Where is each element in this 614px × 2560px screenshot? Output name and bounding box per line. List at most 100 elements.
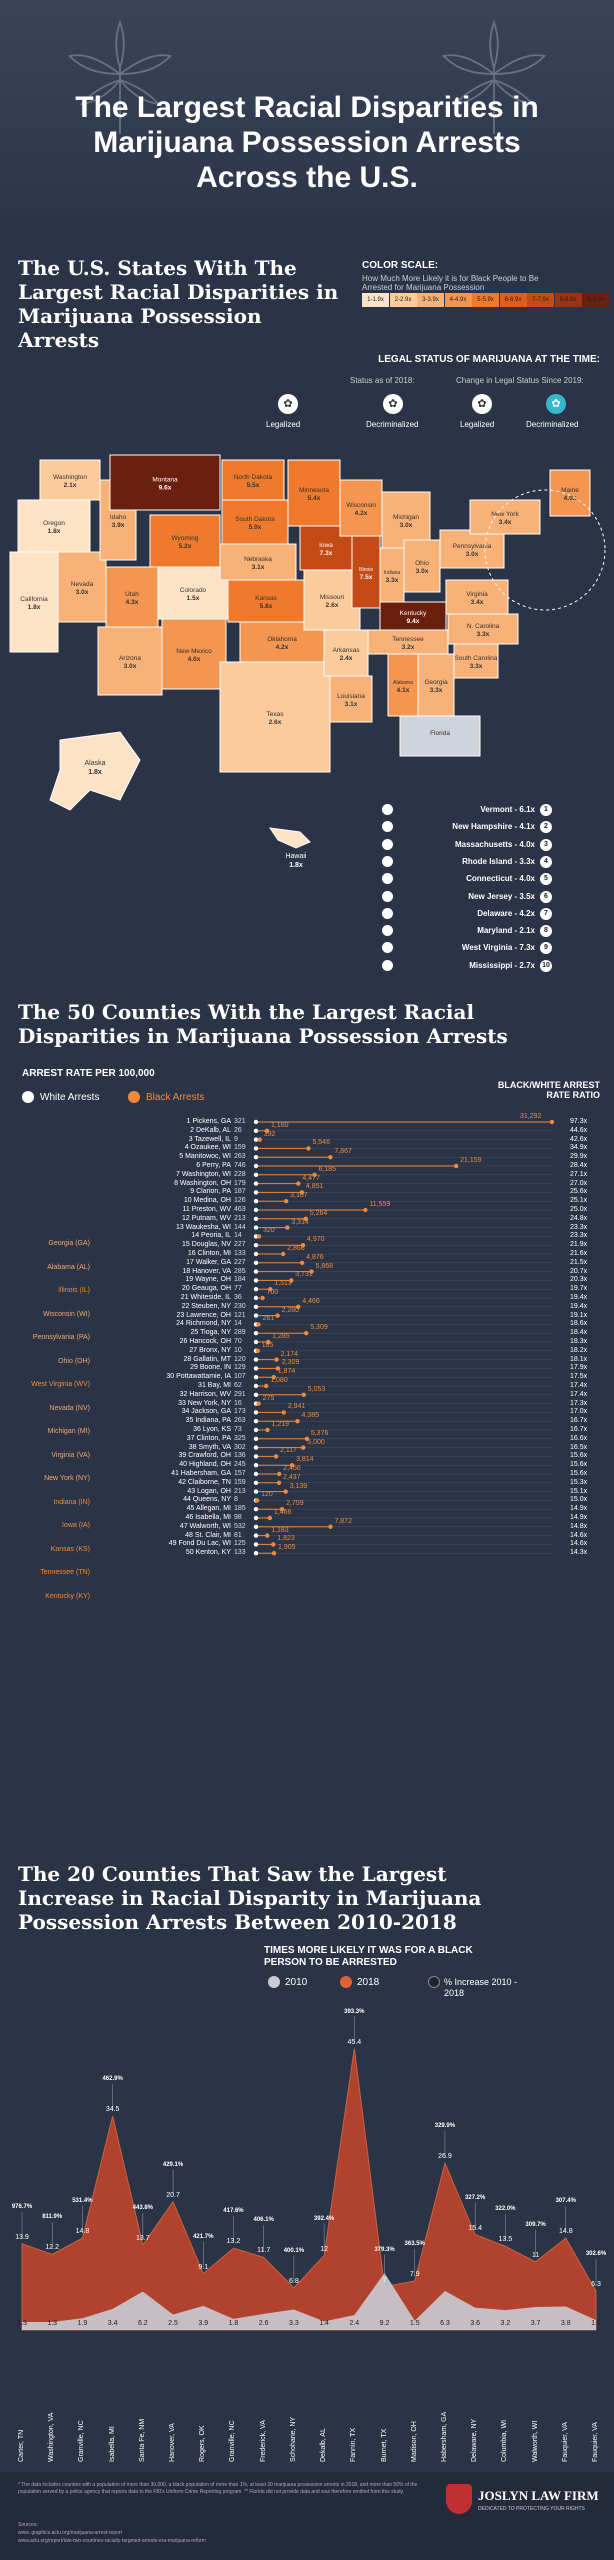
county-axis-label: Granville, NC [78,2420,86,2462]
county-name: 38 Smyth, VA [188,1443,231,1451]
pct-increase-label: 363.5% [404,2241,425,2248]
white-rate-value: 173 [234,1408,246,1416]
black-rate-value: 4,876 [306,1253,324,1261]
white-arrest-dot [253,1410,259,1415]
state-group-label: Illinois (IL) [58,1287,90,1294]
state-value: 7.3x [320,550,333,557]
white-arrest-dot [253,1216,259,1221]
county-name: 47 Walworth, WI [179,1522,231,1530]
black-arrest-dot [256,1234,262,1239]
value-2010-label: 1.9 [77,2320,88,2327]
ne-state-number: 7 [540,907,552,920]
black-rate-value: 2,759 [286,1500,304,1508]
white-arrest-dot [253,1313,259,1318]
black-arrest-dot [289,1463,295,1468]
black-rate-value: 2,280 [281,1306,300,1314]
white-arrest-dot [253,1128,259,1133]
ne-state-number: 4 [540,855,552,868]
ratio-value: 16.7x [570,1426,588,1433]
black-arrest-dot [254,1498,260,1503]
county-chart-svg [253,1119,555,1556]
ratio-value: 18.4x [570,1329,588,1337]
state-group-label: New York (NY) [44,1475,90,1482]
scale-bin: 4-4.9x [444,293,472,307]
county-name: 3 Tazewell, IL [188,1135,231,1143]
county-name: 24 Richmond, NY [176,1320,231,1328]
county-name: 6 Perry, PA [196,1162,231,1169]
ratio-value: 42.6x [570,1135,588,1143]
black-rate-value: 5,868 [315,1262,334,1270]
ratio-value: 34.9x [570,1144,588,1152]
value-2018-label: 11 [531,2251,540,2259]
county-name: 48 St. Clair, MI [185,1531,231,1539]
black-rate-value: 2,868 [287,1245,305,1252]
pct-increase-label: 443.8% [132,2205,153,2212]
ratio-value: 25.0x [570,1206,588,1213]
county-axis-label: Schoharie, NY [289,2416,297,2462]
black-arrest-dot [274,1357,279,1362]
white-rate-value: 133 [234,1250,246,1257]
white-rate-value: 263 [234,1417,246,1425]
black-rate-value: 2,456 [283,1465,301,1472]
white-rate-value: 73 [234,1426,242,1433]
value-2018-label: 14.8 [75,2228,90,2236]
ratio-value: 21.6x [570,1250,588,1257]
white-arrest-dot [253,1146,259,1151]
white-arrest-dot [253,1366,259,1371]
state-value: 2.1x [64,482,77,489]
black-legend-swatch [128,1091,140,1103]
pct-increase-label: 462.9% [102,2076,123,2083]
white-arrest-dot [253,1383,259,1389]
value-2010-label: 3.2 [500,2320,511,2327]
white-arrest-dot [253,1190,259,1195]
black-rate-value: 2,117 [280,1447,298,1455]
state-label: South Carolina [455,655,498,662]
white-arrest-dot [253,1445,259,1450]
black-arrest-dot [271,1551,277,1556]
state-label: Illinois [359,567,373,573]
county-axis-label: Isabella, MI [108,2426,116,2462]
state-pennsylvania [439,529,505,569]
white-arrest-dot [253,1375,259,1380]
black-arrest-dot [283,1489,288,1494]
black-arrest-dot [280,1251,286,1257]
state-label: Georgia [424,679,448,686]
ne-state-icon [382,890,393,902]
state-label: Kentucky [400,610,427,617]
white-arrest-dot [253,1533,259,1538]
ne-state-label: Vermont - 6.1x [480,805,535,814]
county-name: 32 Harrison, WV [179,1390,231,1398]
ne-state-icon [382,925,393,937]
ne-state-number: 2 [540,821,552,834]
black-arrest-dot [264,1128,270,1133]
state-label: Wisconsin [346,502,376,509]
white-arrest-dot [253,1172,259,1177]
pct-increase-label: 307.4% [555,2198,576,2205]
black-rate-value: 1,874 [277,1368,296,1376]
change-status-label: Change in Legal Status Since 2019: [456,376,584,385]
pct-increase-label: 400.1% [283,2247,305,2254]
value-2018-label: 12.2 [45,2244,60,2252]
county-axis-label: Delaware, NY [471,2418,479,2462]
value-2010-label: 1.8 [228,2320,239,2327]
white-rate-value: 746 [234,1162,246,1169]
white-rate-value: 120 [234,1355,246,1363]
ratio-label: BLACK/WHITE ARREST RATE RATIO [497,1080,600,1100]
state-label: New Mexico [176,648,212,655]
county-name: 9 Clarion, PA [190,1188,231,1196]
value-2018-label: 34.5 [105,2106,120,2114]
county-name: 4 Ozaukee, WI [184,1144,231,1152]
white-arrest-dot [253,1392,259,1397]
state-new-york [469,499,541,535]
times-more-likely-label: TIMES MORE LIKELY IT WAS FOR A BLACK PER… [264,1945,473,1968]
state-value: 5.0x [249,524,262,531]
black-arrest-dot [271,1375,276,1380]
white-arrest-dot [253,1419,259,1424]
white-rate-value: 185 [234,1505,246,1513]
pct-increase-label: 429.1% [162,2161,184,2168]
white-legend-label: White Arrests [40,1092,100,1103]
county-name: 45 Allegan, MI [186,1505,231,1513]
pct-increase-label: 811.9% [42,2214,63,2221]
state-label: North Dakota [234,474,273,481]
value-2018-label: 14.8 [558,2228,573,2236]
